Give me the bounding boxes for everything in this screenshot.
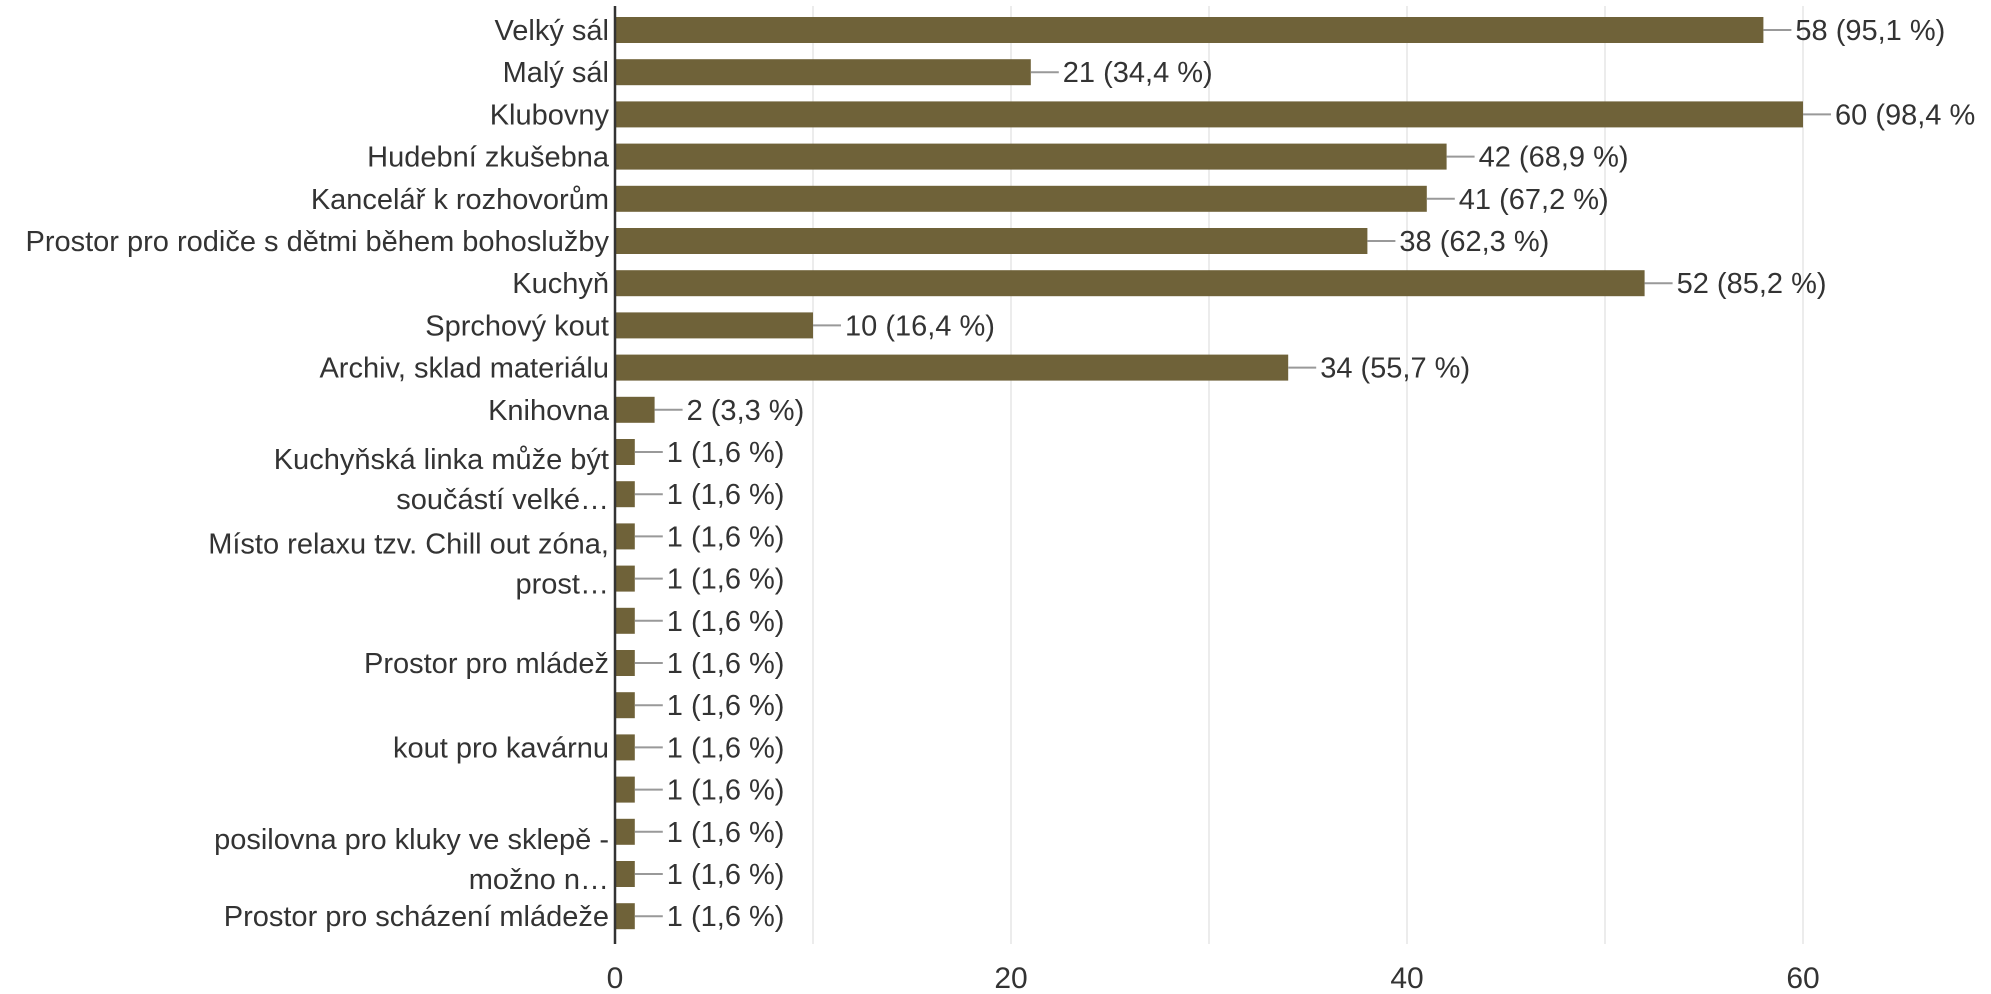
category-label: Klubovny (490, 99, 610, 131)
data-labels: 58 (95,1 %) 21 (34,4 %) 60 (98,4 % 42 (68,9… (634, 15, 1975, 933)
category-label-wrapped: posilovna pro kluky ve sklepě - (214, 824, 609, 856)
category-label: Archiv, sklad materiálu (319, 353, 609, 385)
data-label: 60 (98,4 % (1835, 99, 1975, 131)
bar (615, 523, 635, 550)
bar (615, 312, 813, 339)
data-label: 2 (3,3 %) (687, 395, 805, 427)
bar (615, 185, 1427, 212)
category-label: Hudební zkušebna (367, 142, 610, 174)
x-tick-label: 20 (994, 962, 1027, 994)
bar (615, 101, 1803, 128)
category-labels: Velký sál Malý sál Klubovny Hudební zkušebn… (25, 15, 609, 933)
category-label: Kancelář k rozhovorům (311, 184, 609, 216)
data-label: 42 (68,9 %) (1479, 142, 1629, 174)
data-label: 1 (1,6 %) (667, 859, 785, 891)
bar (615, 17, 1764, 43)
data-label: 1 (1,6 %) (667, 775, 785, 807)
data-label: 1 (1,6 %) (667, 901, 785, 933)
data-label: 52 (85,2 %) (1677, 268, 1827, 300)
data-label: 1 (1,6 %) (667, 521, 785, 553)
category-label-wrapped: Kuchyňská linka může být (274, 444, 609, 476)
category-label: Prostor pro scházení mládeže (224, 901, 609, 933)
category-label-wrapped: prost… (516, 569, 609, 601)
category-label: kout pro kavárnu (393, 732, 609, 764)
axes: 0 20 40 60 (607, 6, 1820, 994)
category-label: Prostor pro rodiče s dětmi během bohoslu… (25, 226, 609, 258)
bar (615, 734, 635, 761)
data-label: 58 (95,1 %) (1795, 15, 1945, 47)
bar (615, 270, 1645, 297)
category-label-wrapped: možno n… (469, 864, 609, 896)
data-label: 1 (1,6 %) (667, 690, 785, 722)
data-label: 21 (34,4 %) (1063, 57, 1213, 89)
bar (615, 692, 635, 719)
bar (615, 776, 635, 803)
x-tick-label: 0 (607, 962, 624, 994)
data-label: 10 (16,4 %) (845, 310, 995, 342)
category-label-wrapped: Místo relaxu tzv. Chill out zóna, (208, 529, 609, 561)
data-label: 1 (1,6 %) (667, 437, 785, 469)
bar (615, 396, 655, 423)
category-label: Malý sál (503, 57, 609, 89)
bars (615, 17, 1803, 930)
bar (615, 818, 635, 845)
category-label-wrapped: součástí velké… (396, 484, 609, 516)
bar (615, 354, 1289, 381)
data-label: 34 (55,7 %) (1320, 353, 1470, 385)
data-label: 1 (1,6 %) (667, 606, 785, 638)
data-label: 1 (1,6 %) (667, 648, 785, 680)
bar (615, 439, 635, 465)
x-tick-label: 40 (1390, 962, 1423, 994)
bar (615, 143, 1447, 170)
bar (615, 481, 635, 508)
bar (615, 228, 1368, 254)
data-label: 1 (1,6 %) (667, 564, 785, 596)
bar (615, 59, 1031, 86)
bar (615, 565, 635, 592)
data-label: 1 (1,6 %) (667, 817, 785, 849)
data-label: 41 (67,2 %) (1459, 184, 1609, 216)
x-tick-label: 60 (1786, 962, 1819, 994)
data-label: 38 (62,3 %) (1399, 226, 1549, 258)
bar (615, 861, 635, 887)
category-label: Knihovna (488, 395, 610, 427)
category-label: Sprchový kout (425, 310, 609, 342)
bar (615, 607, 635, 634)
data-label: 1 (1,6 %) (667, 479, 785, 511)
category-label: Velký sál (495, 15, 609, 47)
data-label: 1 (1,6 %) (667, 732, 785, 764)
bar (615, 903, 635, 930)
category-label: Kuchyň (512, 268, 609, 300)
category-label: Prostor pro mládež (364, 648, 609, 680)
bar (615, 650, 635, 676)
